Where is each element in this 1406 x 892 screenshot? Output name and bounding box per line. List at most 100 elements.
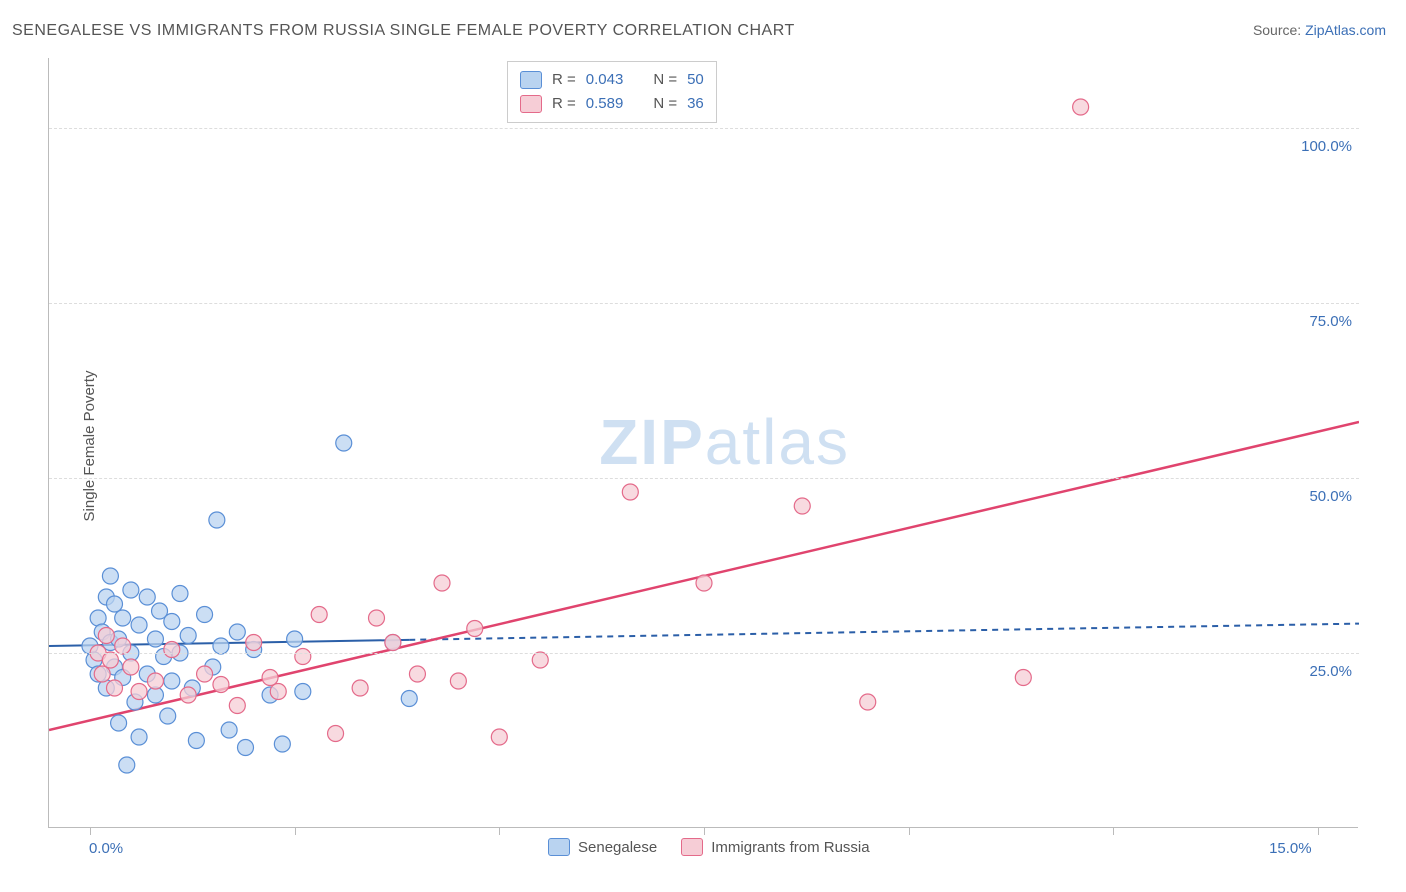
chart-container: SENEGALESE VS IMMIGRANTS FROM RUSSIA SIN… bbox=[0, 0, 1406, 892]
data-point bbox=[860, 694, 876, 710]
legend-n-value: 50 bbox=[687, 68, 704, 92]
legend-series-label: Immigrants from Russia bbox=[711, 839, 869, 856]
x-tick bbox=[90, 827, 91, 835]
data-point bbox=[102, 652, 118, 668]
x-tick bbox=[1113, 827, 1114, 835]
legend-r-value: 0.043 bbox=[586, 68, 624, 92]
data-point bbox=[622, 484, 638, 500]
data-point bbox=[491, 729, 507, 745]
legend-r-label: R = bbox=[552, 68, 576, 92]
data-point bbox=[238, 740, 254, 756]
data-point bbox=[295, 649, 311, 665]
data-point bbox=[107, 680, 123, 696]
x-tick bbox=[295, 827, 296, 835]
data-point bbox=[467, 621, 483, 637]
series-legend: Senegalese Immigrants from Russia bbox=[548, 838, 870, 856]
data-point bbox=[164, 673, 180, 689]
data-point bbox=[147, 631, 163, 647]
data-point bbox=[794, 498, 810, 514]
data-point bbox=[147, 673, 163, 689]
data-point bbox=[336, 435, 352, 451]
legend-row: R = 0.043 N = 50 bbox=[520, 68, 704, 92]
data-point bbox=[385, 635, 401, 651]
data-point bbox=[164, 614, 180, 630]
data-point bbox=[160, 708, 176, 724]
y-tick-label: 25.0% bbox=[1309, 663, 1352, 680]
data-point bbox=[98, 628, 114, 644]
data-point bbox=[102, 568, 118, 584]
data-point bbox=[115, 638, 131, 654]
data-point bbox=[180, 628, 196, 644]
data-point bbox=[164, 642, 180, 658]
source-label: Source: bbox=[1253, 22, 1301, 38]
data-point bbox=[139, 589, 155, 605]
data-point bbox=[131, 684, 147, 700]
data-point bbox=[119, 757, 135, 773]
legend-n-label: N = bbox=[653, 92, 677, 116]
legend-swatch bbox=[548, 838, 570, 856]
data-point bbox=[1073, 99, 1089, 115]
data-point bbox=[295, 684, 311, 700]
data-point bbox=[229, 624, 245, 640]
data-point bbox=[311, 607, 327, 623]
legend-r-label: R = bbox=[552, 92, 576, 116]
x-tick bbox=[704, 827, 705, 835]
data-point bbox=[696, 575, 712, 591]
data-point bbox=[274, 736, 290, 752]
data-point bbox=[123, 659, 139, 675]
data-point bbox=[287, 631, 303, 647]
data-point bbox=[213, 677, 229, 693]
x-tick bbox=[909, 827, 910, 835]
legend-item: Immigrants from Russia bbox=[681, 838, 869, 856]
legend-swatch bbox=[681, 838, 703, 856]
chart-title: SENEGALESE VS IMMIGRANTS FROM RUSSIA SIN… bbox=[12, 22, 795, 40]
gridline bbox=[49, 653, 1359, 654]
data-point bbox=[111, 715, 127, 731]
legend-swatch bbox=[520, 95, 542, 113]
x-tick bbox=[1318, 827, 1319, 835]
y-tick-label: 50.0% bbox=[1309, 488, 1352, 505]
data-point bbox=[1015, 670, 1031, 686]
data-point bbox=[369, 610, 385, 626]
data-point bbox=[262, 670, 278, 686]
data-point bbox=[107, 596, 123, 612]
data-point bbox=[131, 729, 147, 745]
legend-series-label: Senegalese bbox=[578, 839, 657, 856]
legend-item: Senegalese bbox=[548, 838, 657, 856]
data-point bbox=[246, 635, 262, 651]
data-point bbox=[270, 684, 286, 700]
x-tick-label: 0.0% bbox=[89, 840, 123, 857]
gridline bbox=[49, 128, 1359, 129]
data-point bbox=[94, 666, 110, 682]
source-attribution: Source: ZipAtlas.com bbox=[1253, 22, 1386, 38]
source-link[interactable]: ZipAtlas.com bbox=[1305, 22, 1386, 38]
gridline bbox=[49, 303, 1359, 304]
data-point bbox=[131, 617, 147, 633]
legend-n-label: N = bbox=[653, 68, 677, 92]
correlation-legend: R = 0.043 N = 50 R = 0.589 N = 36 bbox=[507, 61, 717, 123]
gridline bbox=[49, 478, 1359, 479]
legend-row: R = 0.589 N = 36 bbox=[520, 92, 704, 116]
legend-n-value: 36 bbox=[687, 92, 704, 116]
data-point bbox=[172, 586, 188, 602]
data-point bbox=[328, 726, 344, 742]
data-point bbox=[532, 652, 548, 668]
data-point bbox=[229, 698, 245, 714]
data-point bbox=[450, 673, 466, 689]
data-point bbox=[197, 666, 213, 682]
data-point bbox=[180, 687, 196, 703]
data-point bbox=[188, 733, 204, 749]
data-point bbox=[409, 666, 425, 682]
x-tick-label: 15.0% bbox=[1269, 840, 1312, 857]
legend-swatch bbox=[520, 71, 542, 89]
y-tick-label: 100.0% bbox=[1301, 138, 1352, 155]
trend-line-extrapolated bbox=[409, 624, 1359, 640]
legend-r-value: 0.589 bbox=[586, 92, 624, 116]
data-point bbox=[123, 582, 139, 598]
plot-area: ZIPatlas R =0.043N =50R =0.589N =36 25.0… bbox=[48, 58, 1358, 828]
data-point bbox=[401, 691, 417, 707]
data-point bbox=[221, 722, 237, 738]
data-point bbox=[115, 610, 131, 626]
data-point bbox=[213, 638, 229, 654]
data-point bbox=[434, 575, 450, 591]
